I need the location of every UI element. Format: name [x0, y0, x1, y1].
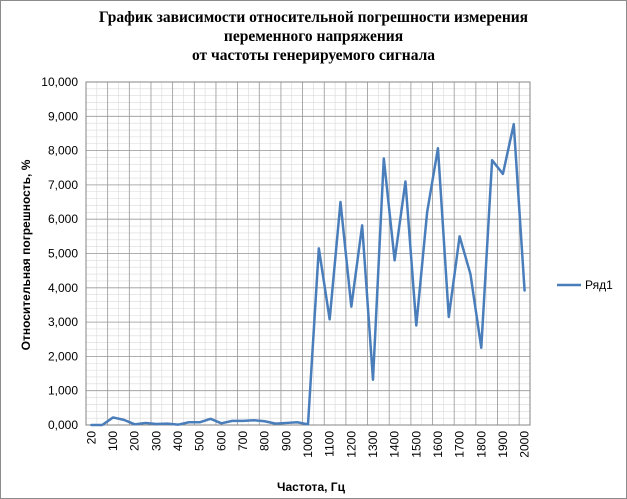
chart-title-line-1: График зависимости относительной погрешн… [98, 9, 529, 26]
x-tick-label: 2000 [518, 431, 532, 458]
x-tick-label: 1200 [344, 431, 358, 458]
x-tick-label: 1100 [323, 431, 337, 457]
y-axis-label: Относительная погрешность, % [19, 159, 33, 350]
y-tick-label: 9,000 [48, 109, 78, 123]
series-line-1 [90, 122, 526, 427]
x-tick-label: 700 [236, 431, 250, 451]
series-layer [90, 122, 526, 427]
x-tick-label: 1400 [388, 431, 402, 458]
x-tick-label: 1500 [409, 431, 423, 458]
legend-label-series-1: Ряд1 [585, 278, 613, 292]
chart-title-line-2: переменного напряжения [223, 28, 404, 45]
legend: Ряд1 [557, 278, 613, 292]
x-tick-label: 100 [106, 431, 120, 451]
y-tick-label: 7,000 [48, 178, 78, 192]
y-tick-label: 6,000 [48, 212, 78, 226]
x-tick-label: 200 [128, 431, 142, 451]
x-tick-label: 600 [214, 431, 228, 451]
y-tick-label: 3,000 [48, 315, 78, 329]
x-tick-label: 800 [258, 431, 272, 451]
chart-title-line-3: от частоты генерируемого сигнала [191, 47, 436, 64]
x-tick-label: 1000 [301, 431, 315, 458]
x-tick-label: 500 [193, 431, 207, 451]
x-tick-label: 1700 [453, 431, 467, 458]
x-tick-label: 400 [171, 431, 185, 451]
x-tick-label: 900 [279, 431, 293, 451]
x-tick-label: 1600 [431, 431, 445, 458]
x-tick-label: 1900 [496, 431, 510, 458]
y-tick-label: 0,000 [48, 418, 78, 432]
y-tick-label: 8,000 [48, 144, 78, 158]
chart-title: График зависимости относительной погрешн… [0, 8, 627, 65]
x-tick-label: 20 [84, 431, 98, 445]
y-tick-label: 1,000 [48, 384, 78, 398]
y-axis-ticks: 0,000 1,000 2,000 3,000 4,000 5,000 6,000 7,000… [41, 75, 78, 432]
x-tick-label: 1300 [366, 431, 380, 458]
y-tick-label: 10,000 [41, 75, 78, 89]
x-tick-label: 1800 [474, 431, 488, 458]
y-tick-label: 2,000 [48, 349, 78, 363]
x-axis-ticks: 20 100 200 300 400 500 600 700 800 900 1000 1100 120… [84, 431, 531, 458]
y-tick-label: 5,000 [48, 247, 78, 261]
y-tick-label: 4,000 [48, 281, 78, 295]
x-tick-label: 300 [149, 431, 163, 451]
x-axis-label: Частота, Гц [277, 480, 346, 494]
